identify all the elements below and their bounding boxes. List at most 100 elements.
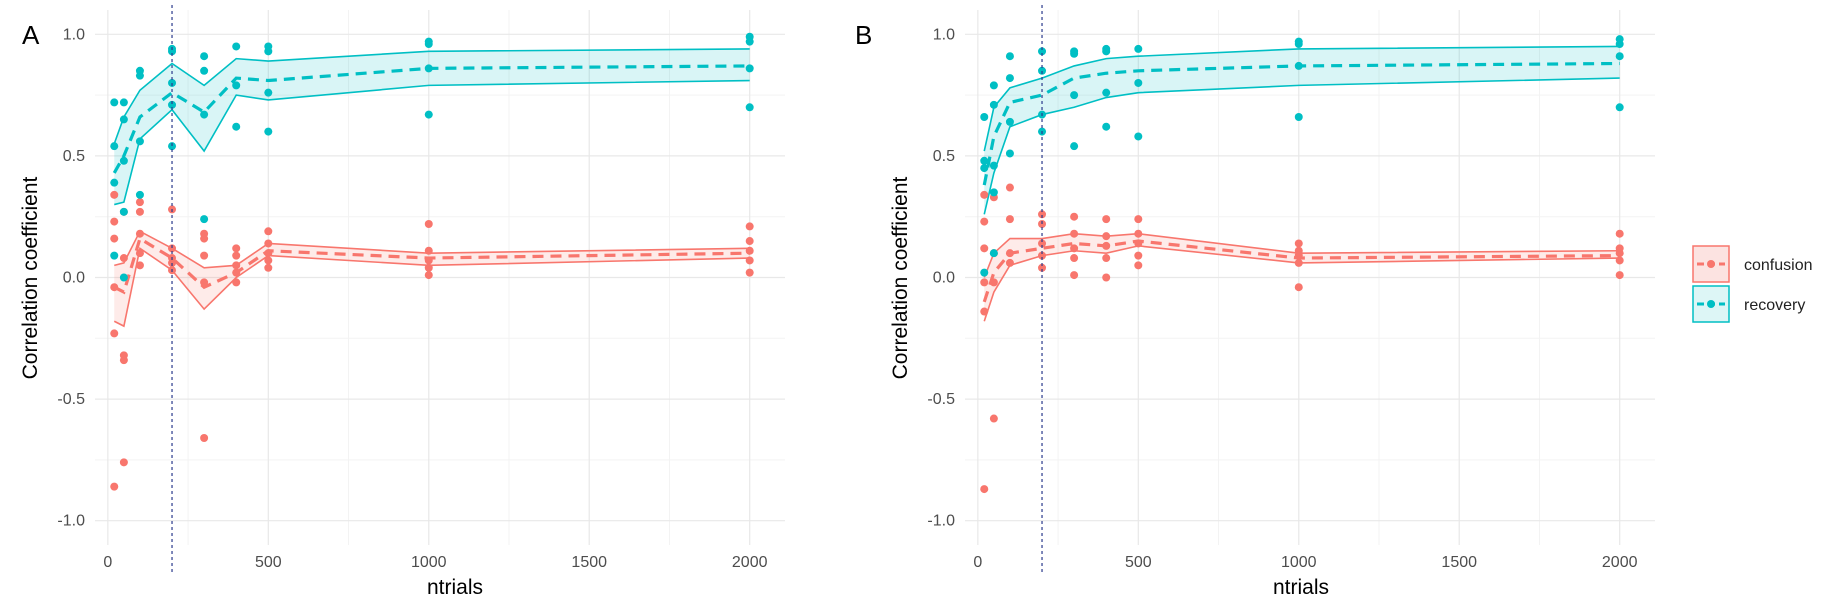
- panel-a-confusion-point: [200, 278, 209, 287]
- panel-b-recovery-point: [1038, 47, 1047, 56]
- panel-b-recovery-point: [1615, 40, 1624, 49]
- panel-b-confusion-point: [1102, 254, 1111, 263]
- panel-b-confusion-point: [1134, 261, 1143, 270]
- panel-a-confusion-ribbon: [114, 231, 750, 327]
- panel-b-x-axis-title: ntrials: [1273, 576, 1329, 599]
- panel-a-recovery-point: [110, 178, 119, 187]
- panel-b-recovery-point: [980, 113, 989, 121]
- panel-a-confusion-point: [745, 246, 754, 255]
- panel-b-confusion-point: [1615, 229, 1624, 238]
- panel-b-confusion-point: [1102, 241, 1111, 250]
- panel-a-confusion-point: [745, 237, 754, 246]
- panel-a-confusion-point: [232, 268, 241, 277]
- panel-a-y-tick-label-0-5: 0.5: [63, 148, 85, 165]
- legend-item-confusion: confusion: [1692, 245, 1813, 283]
- panel-b-confusion-point: [1070, 254, 1079, 263]
- panel-b-confusion-point: [1134, 239, 1143, 248]
- panel-b-recovery-point: [1005, 117, 1014, 126]
- panel-a-recovery-point: [200, 110, 209, 119]
- panel-b-confusion-point: [1102, 273, 1111, 282]
- panel-a-confusion-point: [264, 249, 273, 258]
- panel-a-recovery-point: [168, 142, 177, 151]
- panel-a-recovery-point: [424, 40, 433, 49]
- panel-b-confusion-point: [1615, 271, 1624, 280]
- panel-a-confusion-point: [424, 220, 433, 228]
- panel-b-x-tick-label-1500: 1500: [1441, 554, 1477, 571]
- panel-b-confusion-point: [1102, 215, 1111, 224]
- panel-a-confusion-point: [745, 268, 754, 277]
- panel-a-confusion-point: [424, 256, 433, 265]
- panel-a-x-tick-label-500: 500: [255, 554, 282, 571]
- panel-b-recovery-point: [1134, 132, 1143, 141]
- panel-b-confusion-point: [1070, 271, 1079, 280]
- panel-a-x-tick-label-1000: 1000: [411, 554, 447, 571]
- panel-a-confusion-point: [232, 278, 241, 287]
- panel-b-recovery-mean-line: [982, 61, 1620, 186]
- panel-b-x-tick-label-1000: 1000: [1281, 554, 1317, 571]
- panel-a-confusion-point: [264, 256, 273, 265]
- panel-b-recovery-ribbon: [984, 46, 1620, 215]
- panel-b-recovery-point: [989, 161, 998, 170]
- panel-b-recovery-point: [1615, 52, 1624, 61]
- panel-b-recovery-point: [1294, 40, 1303, 49]
- panel-a-recovery-point: [135, 71, 144, 80]
- panel-b-confusion-point: [1294, 283, 1303, 292]
- legend-key-recovery-point: [1707, 300, 1715, 308]
- panel-a-x-tick-label-1500: 1500: [571, 554, 607, 571]
- panel-b-y-tick-label-1: 1.0: [933, 26, 955, 43]
- panel-a-recovery-point: [264, 88, 273, 97]
- panel-b-recovery-point: [1102, 88, 1111, 97]
- panel-a-confusion-point: [135, 198, 144, 207]
- panel-b-confusion-point: [1294, 251, 1303, 260]
- panel-b-x-tick-label-500: 500: [1125, 554, 1152, 571]
- panel-a-lines: [112, 48, 750, 328]
- panel-b-confusion-point: [1294, 239, 1303, 248]
- panel-b-confusion-point: [1005, 183, 1014, 192]
- panel-b-confusion-point: [1134, 215, 1143, 224]
- panel-a-recovery-point: [135, 190, 144, 199]
- legend-item-recovery: recovery: [1692, 285, 1805, 323]
- panel-b-recovery-point: [1005, 74, 1014, 83]
- panel-a-confusion-point: [110, 217, 119, 226]
- panel-a-recovery-point: [232, 42, 241, 51]
- panel-a-recovery-point: [424, 64, 433, 73]
- panel-b-confusion-point: [1102, 232, 1111, 241]
- panel-b-confusion-point: [980, 190, 989, 199]
- panel-a-confusion-upper-line: [114, 230, 750, 269]
- panel-a-recovery-point: [424, 110, 433, 119]
- panel-a-recovery-point: [745, 64, 754, 73]
- panel-a-y-tick-label-1: 1.0: [63, 26, 85, 43]
- panel-b-recovery-point: [989, 81, 998, 90]
- panel-a-confusion-point: [168, 258, 177, 267]
- panel-b-confusion-point: [1134, 229, 1143, 238]
- panel-a-recovery-point: [232, 81, 241, 90]
- panel-b-recovery-lower-line: [983, 77, 1620, 215]
- panel-b-y-tick-label-0-5: 0.5: [933, 148, 955, 165]
- panel-b-y-tick-label--0-5: -0.5: [927, 391, 955, 408]
- panel-a-confusion-point: [119, 458, 128, 467]
- panel-a-confusion-point: [135, 261, 144, 270]
- panel-a-y-tick-label-0: 0.0: [63, 270, 85, 287]
- panel-a-recovery-point: [232, 122, 241, 131]
- panel-b-confusion-point: [1005, 249, 1014, 258]
- panel-a-recovery-point: [200, 215, 209, 224]
- panel-b-recovery-point: [989, 249, 998, 258]
- panel-a-recovery-point: [264, 47, 273, 56]
- panel-a-confusion-point: [200, 234, 209, 243]
- panel-a-confusion-point: [264, 239, 273, 248]
- panel-a-confusion-point: [200, 251, 209, 260]
- panel-b-grid: [965, 10, 1655, 545]
- panel-a-recovery-point: [200, 52, 209, 61]
- panel-b-recovery-point: [1294, 61, 1303, 70]
- panel-b-confusion-point: [1615, 249, 1624, 258]
- panel-a-confusion-point: [110, 482, 119, 491]
- panel-a-confusion-point: [424, 271, 433, 280]
- panel-b-confusion-point: [1134, 251, 1143, 260]
- panel-b-confusion-point: [1294, 258, 1303, 267]
- panel-a: A 0 500 1000 1500 2000 -1.0 -0.5 0.0 0.5 1.0 ntri…: [19, 5, 785, 599]
- panel-b-confusion-point: [1038, 263, 1047, 272]
- legend-key-confusion-point: [1707, 260, 1715, 268]
- panel-a-confusion-point: [264, 263, 273, 272]
- panel-b-recovery-point: [1615, 103, 1624, 112]
